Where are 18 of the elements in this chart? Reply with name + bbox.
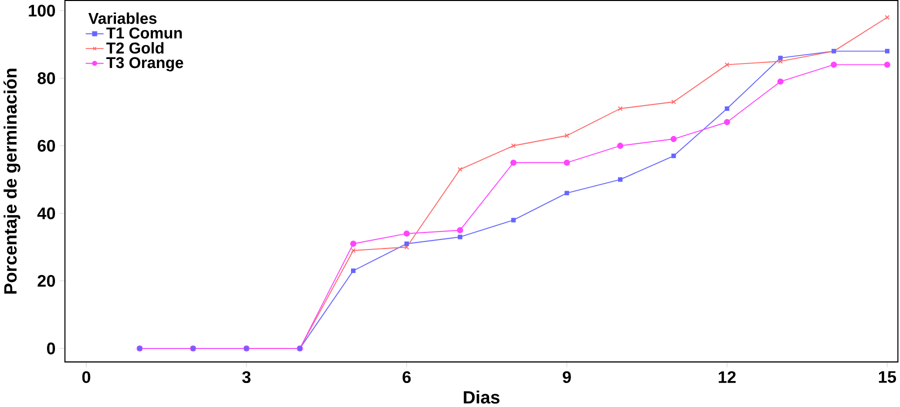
legend-label: T1 Comun bbox=[106, 27, 182, 39]
x-tick-label: 0 bbox=[82, 371, 90, 383]
x-axis-title: Dias bbox=[464, 390, 500, 404]
y-tick-label: 0 bbox=[47, 342, 55, 354]
legend-title: Variables bbox=[88, 12, 157, 24]
legend-label: T2 Gold bbox=[106, 42, 164, 54]
x-tick-label: 6 bbox=[402, 371, 411, 383]
y-axis-title: Porcentaje de germinación bbox=[3, 68, 20, 294]
y-tick-label: 20 bbox=[38, 274, 55, 287]
x-tick-label: 12 bbox=[718, 371, 736, 383]
y-tick-label: 40 bbox=[37, 207, 55, 220]
y-tick-label: 60 bbox=[38, 140, 55, 152]
y-tick-label: 80 bbox=[38, 72, 55, 84]
y-tick-label: 100 bbox=[28, 4, 55, 17]
x-tick-label: 15 bbox=[878, 371, 896, 383]
legend-label: T3 Orange bbox=[106, 57, 184, 72]
x-tick-label: 9 bbox=[562, 371, 571, 383]
x-tick-label: 3 bbox=[242, 371, 251, 384]
